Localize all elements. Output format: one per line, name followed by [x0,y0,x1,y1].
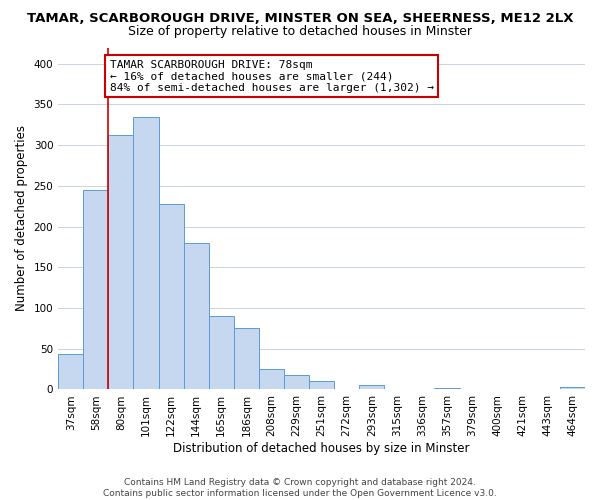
Text: TAMAR, SCARBOROUGH DRIVE, MINSTER ON SEA, SHEERNESS, ME12 2LX: TAMAR, SCARBOROUGH DRIVE, MINSTER ON SEA… [27,12,573,26]
Bar [259,369,284,390]
Bar [309,382,334,390]
Text: TAMAR SCARBOROUGH DRIVE: 78sqm
← 16% of detached houses are smaller (244)
84% of: TAMAR SCARBOROUGH DRIVE: 78sqm ← 16% of … [110,60,434,93]
Bar [234,328,259,390]
Text: Size of property relative to detached houses in Minster: Size of property relative to detached ho… [128,25,472,38]
Bar [58,354,83,390]
Text: Contains HM Land Registry data © Crown copyright and database right 2024.
Contai: Contains HM Land Registry data © Crown c… [103,478,497,498]
Bar [434,388,460,390]
Bar [133,116,158,390]
Bar [109,134,133,390]
Bar [158,204,184,390]
Y-axis label: Number of detached properties: Number of detached properties [15,126,28,312]
Bar [184,243,209,390]
Bar [560,387,585,390]
Bar [83,190,109,390]
Bar [209,316,234,390]
Bar [359,386,385,390]
X-axis label: Distribution of detached houses by size in Minster: Distribution of detached houses by size … [173,442,470,455]
Bar [284,375,309,390]
